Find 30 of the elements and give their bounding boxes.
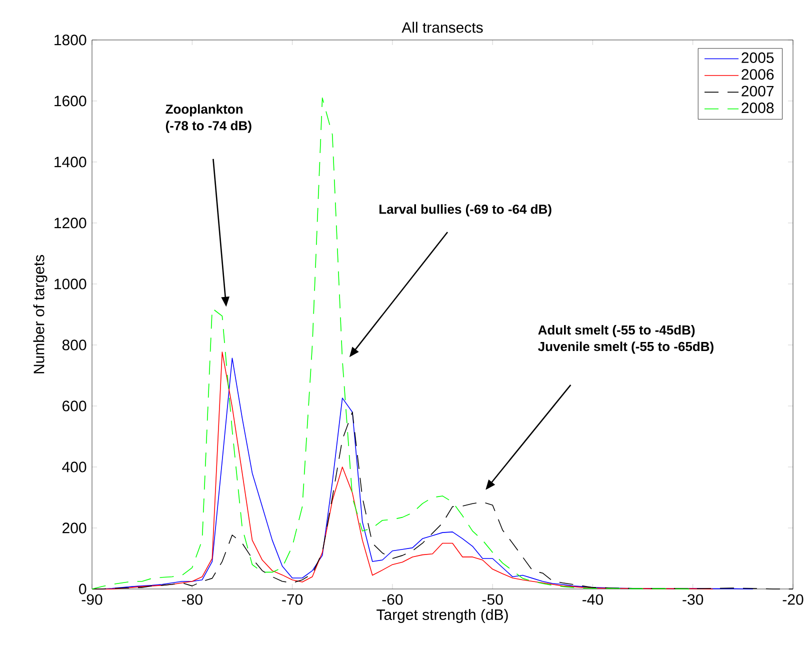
legend-label: 2008 [742,102,774,114]
annotation: (-78 to -74 dB) [166,120,252,133]
x-tick-label: -70 [282,594,303,605]
x-tick-label: -20 [782,594,804,605]
y-tick-label: 0 [79,584,86,594]
y-tick-label: 1400 [54,156,86,168]
chart-title: All transects [402,22,483,33]
y-tick-label: 1800 [54,34,86,46]
x-tick-label: -80 [182,594,202,605]
legend-label: 2005 [742,52,774,64]
y-tick-label: 800 [62,340,86,350]
y-tick-label: 1000 [54,278,86,290]
annotation: Juvenile smelt (-55 to -65dB) [538,342,714,354]
y-tick-label: 600 [62,400,86,412]
legend-label: 2006 [742,69,774,80]
x-tick-label: -30 [682,594,704,605]
y-tick-label: 1600 [54,96,86,106]
annotation: Zooplankton [166,104,243,116]
annotation: Adult smelt (-55 to -45dB) [538,325,695,338]
x-tick-label: -50 [482,594,503,605]
x-tick-label: -60 [382,594,403,605]
y-tick-label: 1200 [54,218,86,228]
x-tick-label: -40 [582,594,603,605]
x-axis-title: Target strength (dB) [376,608,508,623]
annotation: Larval bullies (-69 to -64 dB) [379,204,552,216]
x-tick-label: -90 [82,594,102,605]
y-axis-title: Number of targets [33,255,48,374]
y-tick-label: 200 [62,522,86,534]
y-tick-label: 400 [62,462,86,472]
legend-label: 2007 [742,86,774,96]
